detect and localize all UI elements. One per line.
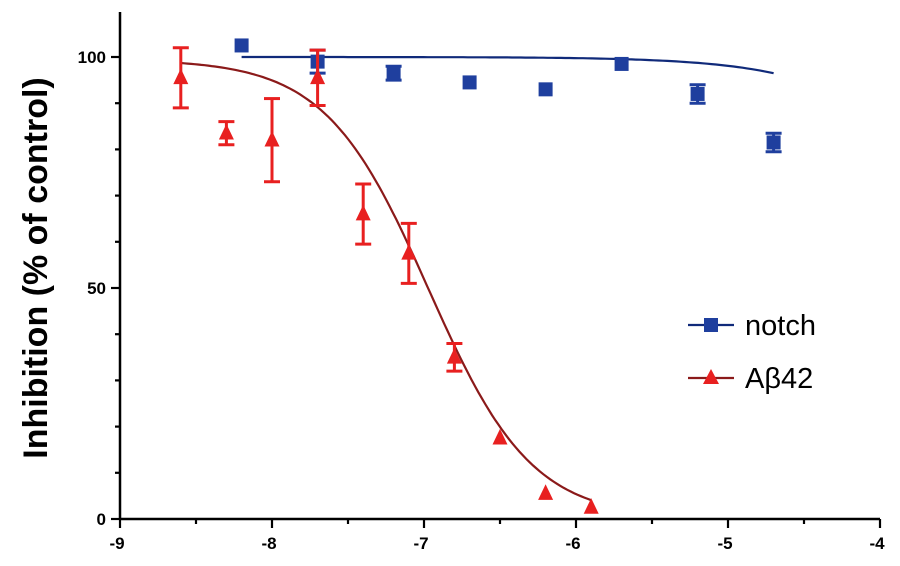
axes: -9 -8 -7 -6 -5 -4 0 50 100 — [78, 12, 885, 553]
fit-curves — [180, 55, 774, 502]
data-point-abeta42 — [310, 68, 326, 85]
data-point-abeta42 — [583, 498, 599, 514]
legend-marker-abeta42 — [703, 369, 719, 384]
data-point-abeta42 — [538, 484, 554, 500]
data-point-notch — [766, 135, 781, 150]
x-tick-label: -6 — [565, 534, 580, 553]
y-tick-label: 0 — [97, 510, 106, 529]
data-marks — [172, 38, 782, 514]
legend-label-notch: notch — [745, 310, 816, 342]
data-point-abeta42 — [492, 428, 508, 445]
data-point-abeta42 — [355, 204, 371, 221]
x-tick-label: -8 — [261, 534, 276, 553]
x-tick-label: -5 — [717, 534, 732, 553]
fit-curve-abeta42 — [180, 61, 592, 502]
data-point-notch — [234, 38, 249, 53]
legend-marker-notch — [704, 318, 718, 332]
y-tick-label: 50 — [87, 279, 106, 298]
data-point-abeta42 — [264, 130, 280, 147]
data-point-notch — [690, 86, 705, 101]
legend-label-abeta42: Aβ42 — [745, 363, 813, 395]
data-point-abeta42 — [218, 123, 234, 140]
x-tick-label: -4 — [869, 534, 885, 553]
data-point-notch — [538, 82, 553, 97]
data-point-abeta42 — [401, 244, 417, 260]
legend: notch Aβ42 — [688, 310, 816, 395]
data-point-abeta42 — [446, 348, 462, 364]
fit-curve-notch — [241, 55, 774, 75]
data-point-notch — [386, 66, 401, 81]
x-tick-label: -7 — [413, 534, 428, 553]
data-point-abeta42 — [173, 68, 189, 85]
y-axis-label: Inhibition (% of control) — [17, 77, 55, 458]
data-point-notch — [614, 56, 629, 71]
data-point-notch — [462, 75, 477, 90]
x-tick-label: -9 — [109, 534, 124, 553]
y-tick-label: 100 — [78, 48, 106, 67]
